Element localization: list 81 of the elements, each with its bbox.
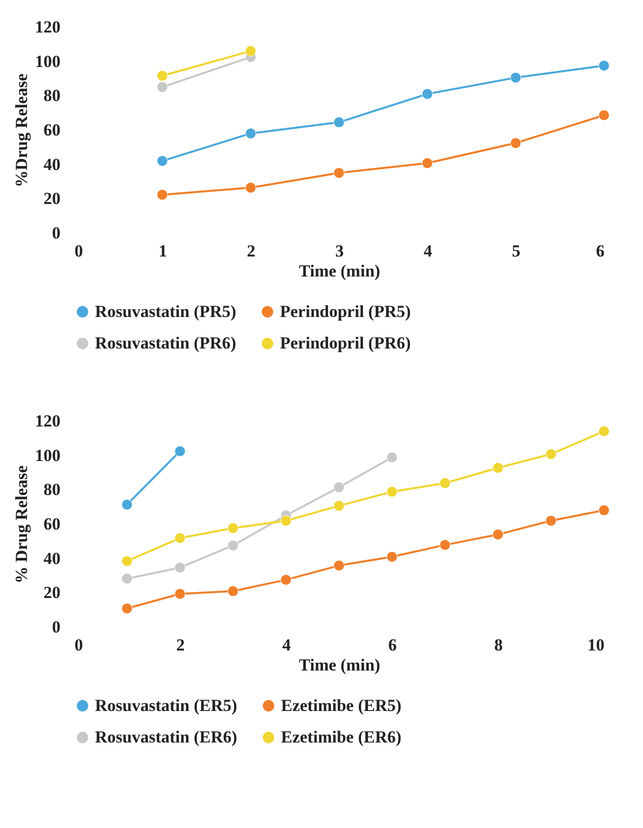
legend-label: Rosuvastatin (ER6) <box>95 728 238 746</box>
x-tick-label: 10 <box>588 636 604 654</box>
x-tick-label: 3 <box>335 242 344 260</box>
y-tick-label: 20 <box>44 583 60 602</box>
y-tick-label: 40 <box>44 548 60 568</box>
y-tick-label: 20 <box>44 189 60 208</box>
x-tick-label: 0 <box>74 242 83 260</box>
point <box>334 500 344 512</box>
point <box>546 448 556 460</box>
point <box>510 72 522 84</box>
x-tick-label: 4 <box>282 636 292 654</box>
y-tick-label: 0 <box>52 224 60 242</box>
point <box>122 602 132 614</box>
point <box>598 110 610 121</box>
point <box>156 70 168 82</box>
x-tick-label: 5 <box>512 242 520 260</box>
point <box>228 522 238 534</box>
x-tick-label: 0 <box>74 636 83 654</box>
point <box>122 573 132 584</box>
y-tick-label: 60 <box>44 120 60 140</box>
point <box>546 515 556 526</box>
x-axis-title: Time (min) <box>298 656 380 674</box>
point <box>174 588 186 600</box>
legend-label: Rosuvastatin (ER5) <box>95 696 238 715</box>
x-tick-label: 8 <box>494 636 503 654</box>
point <box>245 182 256 194</box>
point <box>122 499 132 510</box>
x-tick-label: 4 <box>424 242 433 260</box>
legend-label: Perindopril (PR5) <box>280 302 411 321</box>
x-tick-label: 2 <box>176 636 185 654</box>
point <box>228 540 238 551</box>
legend-label: Ezetimibe (ER5) <box>281 696 402 715</box>
point <box>598 504 610 516</box>
point <box>386 551 398 562</box>
x-tick-label: 6 <box>388 636 397 654</box>
y-tick-label: 40 <box>44 154 60 174</box>
y-tick-label: 80 <box>44 480 60 500</box>
point <box>156 82 168 93</box>
x-tick-label: 1 <box>158 242 168 260</box>
point <box>334 482 344 493</box>
point <box>122 556 132 567</box>
y-tick-label: 100 <box>35 52 60 71</box>
point <box>228 586 238 597</box>
y-tick-label: 120 <box>35 412 60 430</box>
point <box>334 116 344 128</box>
x-tick-label: 2 <box>246 242 256 260</box>
point <box>440 539 450 550</box>
y-axis-title: %Drug Release <box>12 73 31 188</box>
point <box>174 446 186 457</box>
y-tick-label: 0 <box>52 618 60 636</box>
point <box>280 574 292 586</box>
point <box>245 128 256 139</box>
y-tick-label: 120 <box>35 18 60 36</box>
point <box>386 486 398 498</box>
point <box>334 560 344 572</box>
point <box>510 138 522 149</box>
point <box>334 167 344 178</box>
point <box>422 158 433 169</box>
point <box>422 88 433 100</box>
point <box>386 452 398 463</box>
point <box>440 478 450 489</box>
point <box>598 426 610 437</box>
y-tick-label: 100 <box>35 446 60 465</box>
legend-label: Rosuvastatin (PR6) <box>95 334 236 352</box>
point <box>280 515 292 526</box>
legend-label: Rosuvastatin (PR5) <box>95 302 236 321</box>
y-tick-label: 60 <box>44 514 60 534</box>
point <box>492 528 504 540</box>
legend-label: Ezetimibe (ER6) <box>281 728 402 746</box>
point <box>598 60 610 72</box>
y-tick-label: 80 <box>44 86 60 106</box>
point <box>174 532 186 544</box>
y-axis-title: % Drug Release <box>12 465 31 584</box>
point <box>492 462 504 474</box>
point <box>245 46 256 57</box>
point <box>156 155 168 166</box>
point <box>174 562 186 574</box>
x-axis-title: Time (min) <box>298 262 380 280</box>
legend-label: Perindopril (PR6) <box>280 334 411 352</box>
x-tick-label: 6 <box>596 242 604 260</box>
point <box>156 189 168 200</box>
